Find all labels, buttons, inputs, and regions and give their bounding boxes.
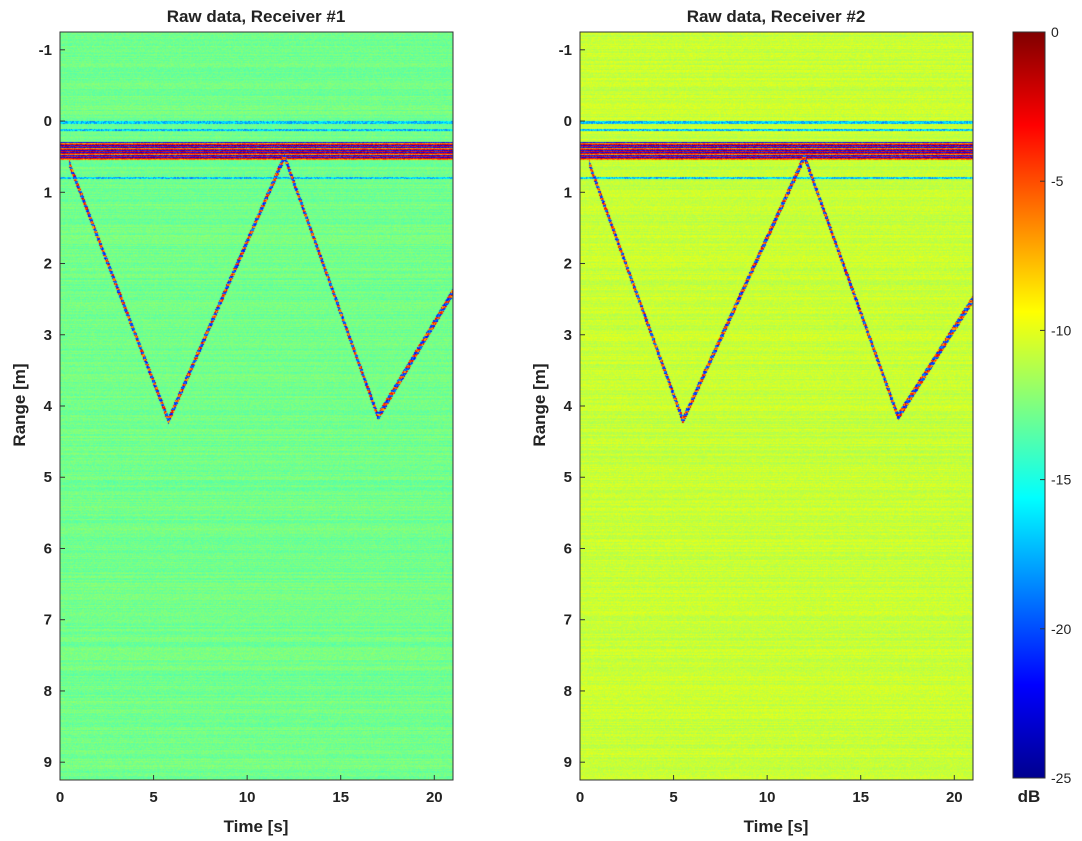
y-tick-label: 5 <box>44 469 52 486</box>
y-tick-label: 7 <box>44 612 52 629</box>
colorbar: 0 -5 -10 -15 -20 -25 dB <box>1012 24 1071 806</box>
y-tick-label: 8 <box>44 683 52 700</box>
y-tick-label: 4 <box>44 398 53 415</box>
y-tick-label: 5 <box>564 469 572 486</box>
x-tick-label: 10 <box>759 789 776 806</box>
y-tick-label: 1 <box>44 184 52 201</box>
x-tick-label: 20 <box>426 789 443 806</box>
x-tick-label: 5 <box>669 789 677 806</box>
y-tick-label: 3 <box>564 327 572 344</box>
colorbar-tick-label: -10 <box>1051 322 1071 338</box>
x-tick-label: 0 <box>576 789 584 806</box>
y-tick-label: 1 <box>564 184 572 201</box>
x-tick-label: 20 <box>946 789 963 806</box>
y-tick-label: 0 <box>564 113 572 130</box>
y-ticks: -1 0 1 2 3 4 5 6 7 8 9 <box>39 42 65 771</box>
y-axis-label: Range [m] <box>530 363 549 446</box>
colorbar-tick-label: -25 <box>1051 770 1071 786</box>
y-tick-label: 9 <box>44 754 52 771</box>
y-tick-label: 7 <box>564 612 572 629</box>
x-tick-label: 0 <box>56 789 64 806</box>
x-tick-label: 15 <box>852 789 869 806</box>
y-tick-label: 6 <box>44 540 52 557</box>
y-tick-label: 2 <box>44 256 52 273</box>
x-axis-label: Time [s] <box>744 817 809 836</box>
x-ticks: 0 5 10 15 20 <box>56 775 443 806</box>
x-tick-label: 5 <box>149 789 157 806</box>
y-tick-label: 0 <box>44 113 52 130</box>
heatmap-image <box>60 32 453 780</box>
colorbar-tick-label: -5 <box>1051 173 1064 189</box>
heatmap-image <box>580 32 973 780</box>
y-tick-label: 4 <box>564 398 573 415</box>
y-tick-label: -1 <box>39 42 52 59</box>
y-tick-label: -1 <box>559 42 572 59</box>
colorbar-ticks: 0 -5 -10 -15 -20 -25 <box>1040 24 1071 786</box>
x-axis-label: Time [s] <box>224 817 289 836</box>
chart-title: Raw data, Receiver #2 <box>687 7 866 26</box>
y-tick-label: 2 <box>564 256 572 273</box>
colorbar-tick-label: -15 <box>1051 472 1071 488</box>
y-tick-label: 3 <box>44 327 52 344</box>
y-tick-label: 9 <box>564 754 572 771</box>
colorbar-tick-label: 0 <box>1051 24 1059 40</box>
y-tick-label: 6 <box>564 540 572 557</box>
y-tick-label: 8 <box>564 683 572 700</box>
colorbar-label: dB <box>1018 787 1041 806</box>
colorbar-tick-label: -20 <box>1051 621 1071 637</box>
x-tick-label: 15 <box>332 789 349 806</box>
y-axis-label: Range [m] <box>10 363 29 446</box>
panel-receiver-1: Raw data, Receiver #1 -1 0 1 2 3 4 5 6 7 8 9 0 5 10 1… <box>10 7 454 836</box>
x-tick-label: 10 <box>239 789 256 806</box>
y-ticks: -1 0 1 2 3 4 5 6 7 8 9 <box>559 42 585 771</box>
panel-receiver-2: Raw data, Receiver #2 -1 0 1 2 3 4 5 6 7 8 9 0 5 10 1… <box>530 7 974 836</box>
x-ticks: 0 5 10 15 20 <box>576 775 963 806</box>
colorbar-gradient <box>1012 31 1046 779</box>
chart-title: Raw data, Receiver #1 <box>167 7 346 26</box>
